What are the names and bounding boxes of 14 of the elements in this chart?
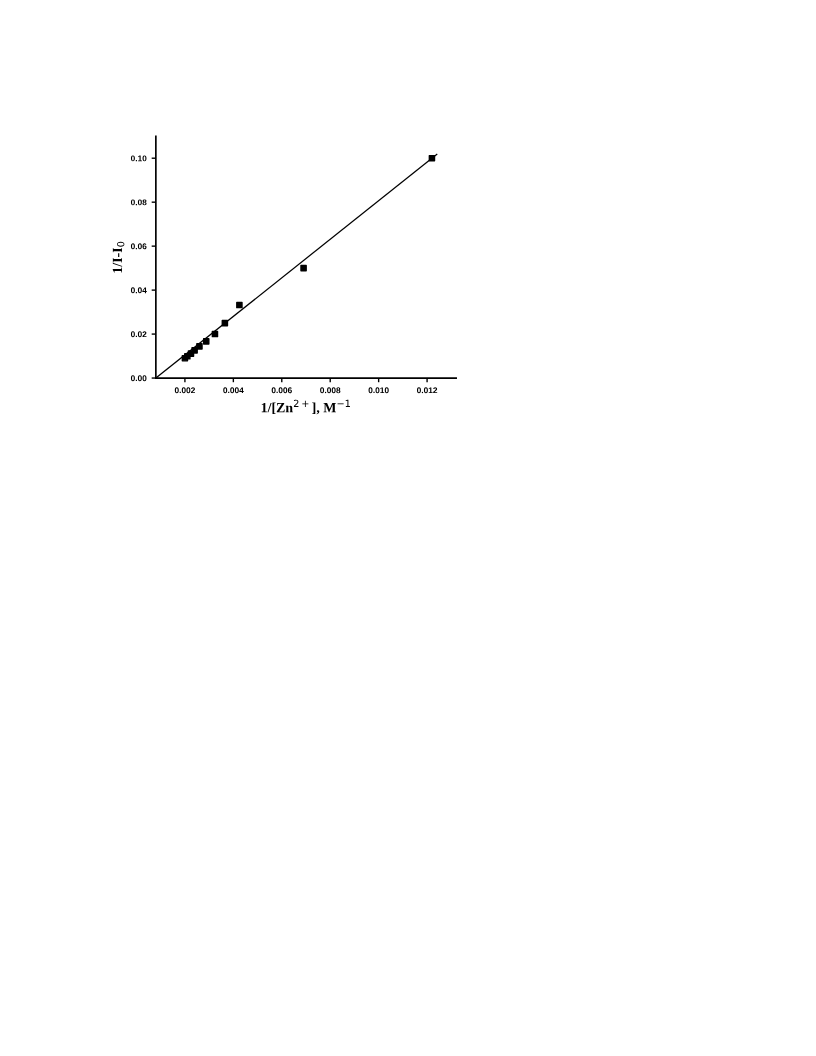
x-tick-label: 0.004 [223,387,244,394]
x-tick-label: 0.002 [174,387,196,394]
x-tick-label: 0.006 [271,387,292,394]
y-tick-label: 0.06 [130,243,147,250]
x-tick-label: 0.008 [320,387,341,394]
y-tick-label: 0.10 [130,155,147,162]
x-tick-label: 0.012 [416,387,438,394]
y-tick-label: 0.02 [130,331,147,338]
x-tick-label: 0.010 [368,387,389,394]
y-tick-label: 0.08 [130,199,147,206]
y-tick-label: 0.04 [130,287,147,294]
y-axis-title: 1/I-I$_{0}$ [112,241,125,273]
x-axis-title: 1/[Zn$^{2+}$], M$^{−1}$ [261,399,350,415]
y-tick-label: 0.00 [130,375,147,382]
